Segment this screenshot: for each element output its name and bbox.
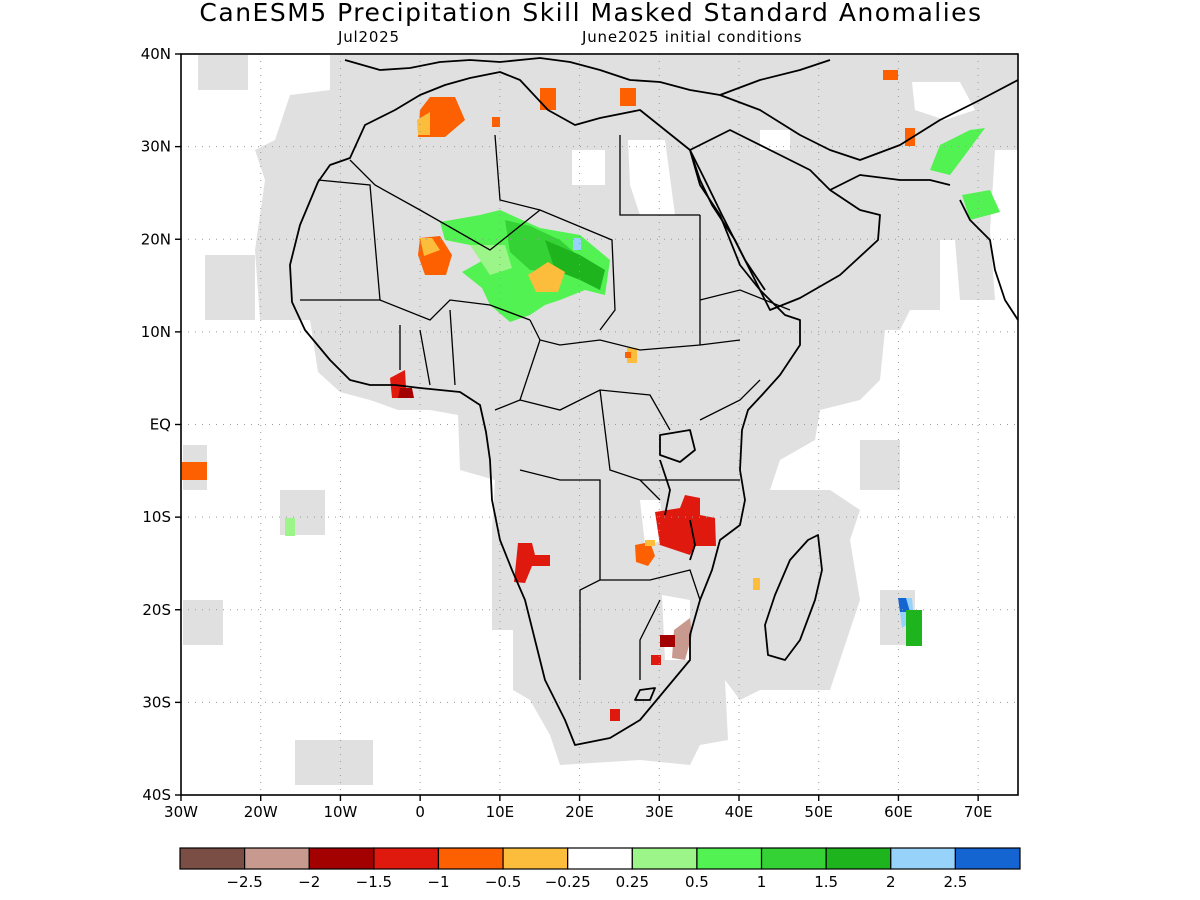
colorbar-swatch-11 [890,847,956,870]
lat-tick-label: 30S [142,693,171,711]
initial-conditions: June2025 initial conditions [582,28,803,46]
colorbar-label: 1.5 [814,873,838,891]
colorbar-label: 2 [886,873,896,891]
colorbar-label: 1 [757,873,767,891]
colorbar-swatch-0 [179,847,246,870]
lon-tick-label: 20W [244,803,278,821]
longitude-axis: 30W 20W 10W 0 10E 20E 30E 40E 50E 60E 70E [164,795,992,821]
colorbar-swatch-5 [502,847,569,870]
colorbar-label: 0.5 [685,873,709,891]
lat-tick-label: 30N [141,138,171,156]
colorbar-swatch-9 [760,847,827,870]
map-layer [181,54,1018,795]
colorbar: −2.5 −2 −1.5 −1 −0.5 −0.25 0.25 0.5 1 1.5 2 2.5 [179,847,1021,891]
lon-tick-label: 50E [804,803,833,821]
map-title: CanESM5 Precipitation Skill Masked Stand… [199,0,983,27]
lat-tick-label: 20S [142,601,171,619]
lat-tick-label: EQ [150,416,171,434]
colorbar-label: 2.5 [943,873,967,891]
forecast-month: Jul2025 [338,28,400,46]
colorbar-swatch-8 [696,847,763,870]
lat-tick-label: 20N [141,230,171,248]
coastlines [289,57,1018,746]
colorbar-swatch-1 [244,847,310,870]
lon-tick-label: 0 [415,803,425,821]
colorbar-swatch-7 [631,847,698,870]
colorbar-label: −1.5 [356,873,392,891]
colorbar-label: −0.25 [545,873,591,891]
colorbar-swatch-12 [954,847,1021,870]
colorbar-label: −2 [298,873,320,891]
lat-tick-label: 10N [141,323,171,341]
colorbar-label: −0.5 [485,873,521,891]
lon-tick-label: 60E [884,803,913,821]
colorbar-label: −2.5 [226,873,262,891]
lon-tick-label: 20E [565,803,594,821]
lon-tick-label: 30E [645,803,674,821]
lat-tick-label: 40N [141,45,171,63]
latitude-axis: 40N 30N 20N 10N EQ 10S 20S 30S 40S [141,45,181,804]
colorbar-label: 0.25 [616,873,649,891]
lon-tick-label: 70E [964,803,993,821]
colorbar-swatch-4 [437,847,504,870]
colorbar-swatch-6 [567,847,633,870]
colorbar-swatch-3 [373,847,440,870]
lon-tick-label: 10W [323,803,357,821]
lat-tick-label: 10S [142,508,171,526]
anomaly-patches [182,70,1000,721]
lon-tick-label: 40E [725,803,754,821]
colorbar-label: −1 [427,873,449,891]
lat-tick-label: 40S [142,786,171,804]
country-borders [300,134,791,680]
colorbar-swatch-2 [308,847,375,870]
lon-tick-label: 30W [164,803,198,821]
colorbar-swatch-10 [825,847,892,870]
lon-tick-label: 10E [486,803,515,821]
